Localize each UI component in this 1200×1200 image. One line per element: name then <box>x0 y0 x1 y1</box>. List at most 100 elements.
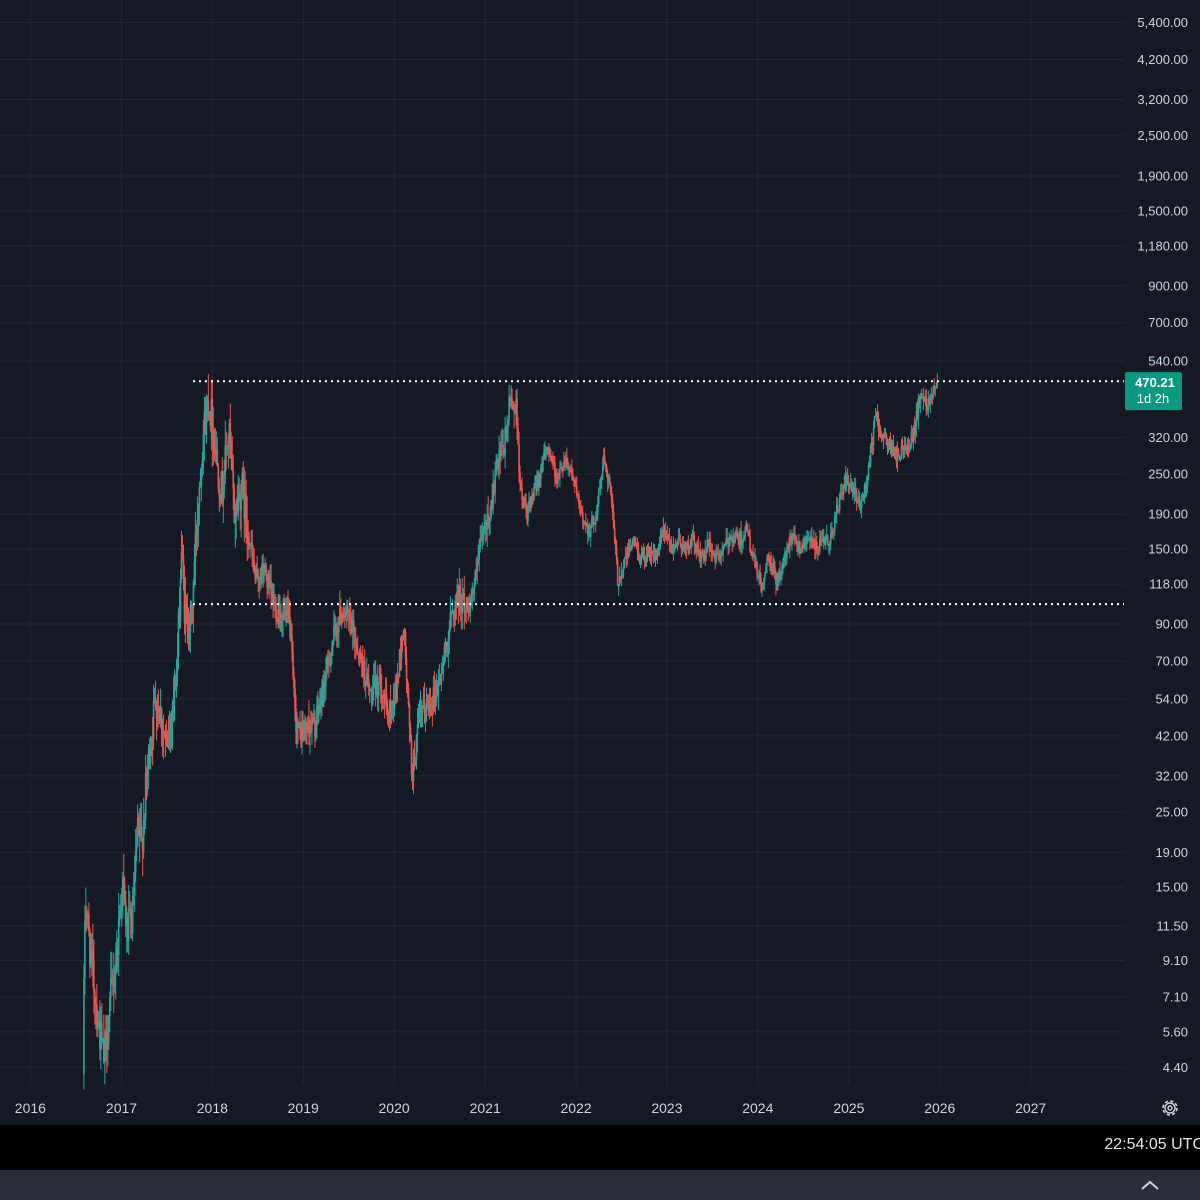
candle-body <box>626 546 629 559</box>
candle-body <box>472 591 475 595</box>
candle-body <box>560 467 562 469</box>
candle-body <box>347 610 350 614</box>
candle-body <box>167 740 170 745</box>
candle-body <box>213 430 216 454</box>
candle-body <box>577 494 579 496</box>
candle-body <box>209 411 212 427</box>
gear-icon[interactable] <box>1160 1098 1180 1118</box>
candle-body <box>672 544 675 553</box>
candle-body <box>428 704 431 710</box>
candle-body <box>644 557 647 561</box>
candle-body <box>893 447 896 451</box>
candle-body <box>183 578 186 623</box>
candle-body <box>333 626 335 641</box>
candle-body <box>150 737 153 756</box>
last-price-label-bg <box>1125 372 1182 411</box>
candle-body <box>808 538 810 540</box>
candle-body <box>534 484 536 488</box>
candle-body <box>344 611 347 617</box>
candle-body <box>92 947 94 961</box>
candle-body <box>791 538 793 542</box>
candle-body <box>94 990 96 1004</box>
candle-body <box>750 551 752 556</box>
candle-body <box>436 685 439 697</box>
candle-body <box>384 694 387 705</box>
candle-body <box>289 617 291 639</box>
candle-body <box>920 395 923 397</box>
candle-body <box>539 473 541 479</box>
candle-body <box>215 449 218 454</box>
candle-body <box>564 461 566 463</box>
candle-body <box>621 569 624 571</box>
candle-body <box>888 439 891 441</box>
candle-body <box>688 546 691 554</box>
candle-body <box>680 545 683 547</box>
candle-body <box>261 563 263 568</box>
chevron-up-icon[interactable] <box>1139 1178 1161 1192</box>
candle-body <box>173 674 176 698</box>
candle-body <box>104 1036 106 1062</box>
y-tick-label: 19.00 <box>1155 845 1188 860</box>
candle-body <box>733 536 735 543</box>
y-tick-label: 190.00 <box>1148 507 1188 522</box>
candle-body <box>332 640 334 648</box>
candle-body <box>235 501 238 517</box>
candle-body <box>132 896 135 898</box>
candle-body <box>176 656 179 671</box>
price-chart[interactable]: 5,400.00 4,200.00 3,200.00 2,500.00 1,900.00… <box>0 0 1200 1125</box>
candle-body <box>598 489 601 492</box>
candle-body <box>266 576 268 588</box>
candle-body <box>147 747 150 769</box>
candle-body <box>205 405 208 435</box>
candle-body <box>901 446 904 448</box>
candle-body <box>659 535 662 547</box>
candle-body <box>330 654 332 667</box>
candle-body <box>227 435 230 448</box>
utc-clock[interactable]: 22:54:05 UTC <box>1104 1136 1200 1153</box>
candle-body <box>168 727 171 745</box>
candle-body <box>674 543 677 548</box>
candle-body <box>756 561 758 576</box>
candle-body <box>343 616 346 618</box>
candle-body <box>849 481 852 488</box>
candle-body <box>115 947 118 967</box>
candle-body <box>182 554 185 579</box>
candle-body <box>529 501 531 505</box>
candle-body <box>286 607 288 612</box>
candle-body <box>368 686 371 691</box>
candle-body <box>846 475 849 483</box>
candle-body <box>245 493 248 523</box>
candle-body <box>879 428 882 438</box>
time-axis[interactable]: 2016 2017 2018 2019 2020 2021 2022 2023 2024 2025… <box>15 1100 1047 1116</box>
candle-body <box>884 434 887 436</box>
x-tick-label: 2017 <box>106 1100 137 1116</box>
candle-body <box>298 722 300 728</box>
candle-body <box>367 679 370 687</box>
candle-body <box>380 690 383 697</box>
candle-body <box>99 1021 101 1049</box>
candle-body <box>360 653 363 663</box>
candle-body <box>838 494 841 511</box>
candle-body <box>620 570 623 578</box>
candle-body <box>141 838 144 852</box>
candle-body <box>318 710 320 715</box>
candle-body <box>306 729 308 731</box>
candle-body <box>571 469 573 474</box>
candle-body <box>315 722 317 737</box>
candle-body <box>117 917 120 956</box>
candle-body <box>146 768 149 776</box>
candle-body <box>891 442 894 456</box>
candle-body <box>748 532 750 537</box>
candle-body <box>439 676 442 684</box>
candle-body <box>918 398 921 405</box>
candle-body <box>778 571 780 583</box>
price-axis[interactable]: 5,400.00 4,200.00 3,200.00 2,500.00 1,900.00… <box>1137 15 1188 1075</box>
candle-body <box>513 409 515 413</box>
candle-body <box>703 554 706 560</box>
candle-body <box>781 567 783 576</box>
candle-body <box>743 537 745 539</box>
candle-body <box>283 610 285 613</box>
candle-body <box>445 641 448 653</box>
candle-body <box>817 550 820 552</box>
y-tick-label: 25.00 <box>1155 805 1188 820</box>
